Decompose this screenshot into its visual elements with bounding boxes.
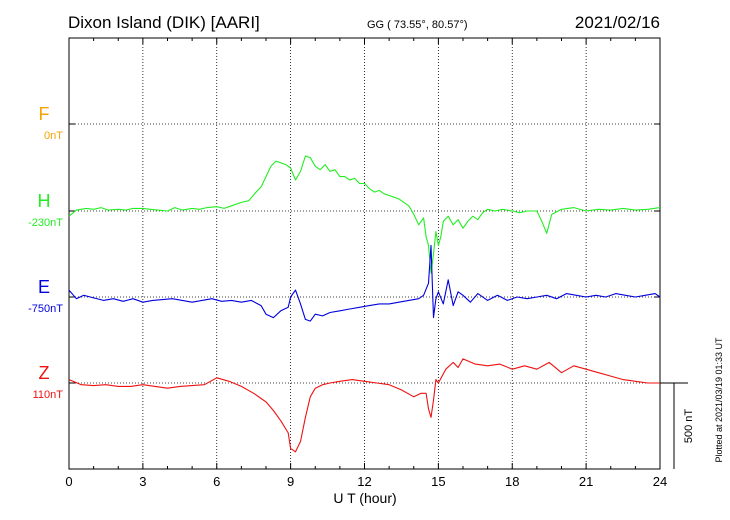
scale-bar: 500 nT: [660, 382, 695, 469]
x-tick-label: 9: [287, 474, 294, 489]
component-label-h: H: [38, 191, 51, 211]
series-line-h: [68, 155, 661, 274]
x-axis-label: U T (hour): [333, 490, 396, 506]
x-tick-label: 6: [213, 474, 220, 489]
component-label-z: Z: [39, 363, 50, 383]
chart-title: Dixon Island (DIK) [AARI]: [68, 13, 260, 32]
baseline-label-h: -230nT: [28, 217, 63, 229]
component-label-e: E: [38, 277, 50, 297]
x-tick-label: 21: [579, 474, 593, 489]
x-tick-label: 3: [139, 474, 146, 489]
grid-lines: [69, 38, 660, 469]
series-line-z: [68, 358, 660, 453]
baseline-label-f: 0nT: [44, 130, 63, 142]
baseline-label-e: -750nT: [28, 303, 63, 315]
chart-date: 2021/02/16: [575, 13, 660, 32]
series-line-e: [68, 244, 661, 322]
scale-bar-label: 500 nT: [683, 409, 695, 444]
x-tick-label: 12: [357, 474, 371, 489]
baseline-label-z: 110nT: [33, 389, 64, 401]
x-tick-label: 18: [505, 474, 519, 489]
series-group: [68, 155, 661, 453]
plotted-timestamp: Plotted at 2021/03/19 01:33 UT: [714, 337, 724, 463]
x-tick-labels: 0 3 6 9 12 15 18 21 24: [65, 474, 667, 489]
component-labels: F 0nT H -230nT E -750nT Z 110nT: [28, 104, 63, 401]
component-label-f: F: [39, 104, 50, 124]
x-tick-label: 15: [431, 474, 445, 489]
station-coordinates: GG ( 73.55°, 80.57°): [367, 19, 468, 31]
x-tick-label: 0: [65, 474, 72, 489]
x-tick-label: 24: [653, 474, 667, 489]
